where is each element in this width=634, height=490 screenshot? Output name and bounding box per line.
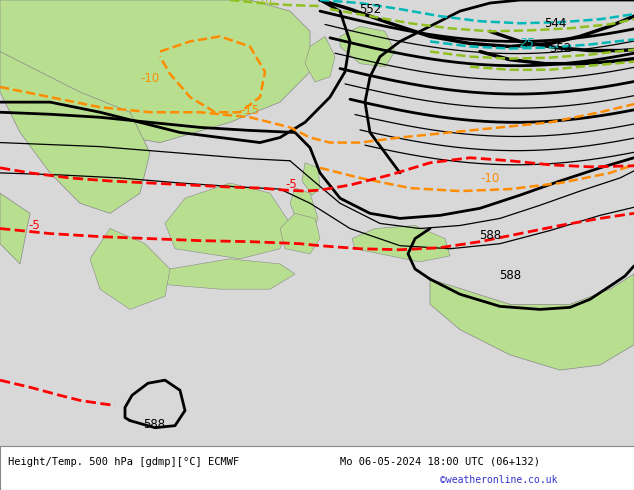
Polygon shape	[340, 26, 395, 67]
Text: -20: -20	[255, 0, 272, 6]
Polygon shape	[0, 51, 150, 213]
Polygon shape	[0, 193, 30, 264]
Polygon shape	[352, 225, 450, 262]
Text: Height/Temp. 500 hPa [gdmp][°C] ECMWF: Height/Temp. 500 hPa [gdmp][°C] ECMWF	[8, 457, 239, 467]
Polygon shape	[280, 213, 320, 254]
Polygon shape	[302, 163, 320, 195]
Polygon shape	[90, 228, 170, 309]
Text: -10: -10	[140, 72, 159, 85]
Text: 588: 588	[499, 269, 521, 282]
Text: 544: 544	[544, 17, 566, 30]
Text: 25: 25	[520, 37, 535, 49]
Polygon shape	[430, 274, 634, 370]
Polygon shape	[305, 36, 335, 82]
Polygon shape	[290, 188, 318, 234]
Text: -15: -15	[240, 104, 259, 117]
Text: 588: 588	[143, 417, 165, 431]
Text: 588: 588	[479, 229, 501, 242]
Text: Mo 06-05-2024 18:00 UTC (06+132): Mo 06-05-2024 18:00 UTC (06+132)	[340, 457, 540, 467]
Text: -10: -10	[480, 172, 499, 185]
Text: -5: -5	[28, 219, 40, 231]
Polygon shape	[150, 259, 295, 289]
Text: ©weatheronline.co.uk: ©weatheronline.co.uk	[440, 475, 557, 485]
Polygon shape	[0, 0, 310, 143]
Polygon shape	[165, 183, 290, 259]
Text: -5: -5	[285, 178, 297, 191]
Text: 552: 552	[359, 3, 381, 16]
Text: 552: 552	[549, 42, 571, 54]
